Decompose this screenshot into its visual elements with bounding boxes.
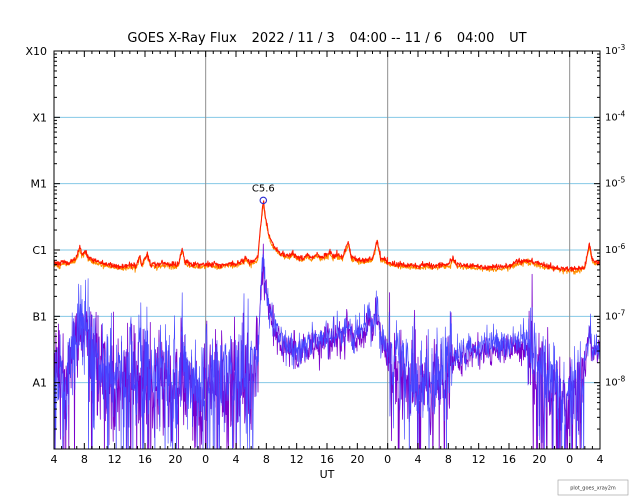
y-right-tick-label: 10-6 [605,242,625,256]
x-tick-label: 8 [445,453,452,466]
x-tick-label: 16 [502,453,516,466]
x-tick-label: 4 [415,453,422,466]
y-left-tick-label: X10 [25,45,47,58]
y-right-tick-label: 10-4 [605,109,625,123]
series-trace-long-xray-1-8-angstrom [54,200,600,272]
y-left-tick-label: C1 [32,244,47,257]
x-axis-label: UT [320,468,335,481]
flare-annotation-label: C5.6 [252,183,275,194]
series-trace-long-xray-1-8-angstrom [54,203,600,275]
y-right-tick-label: 10-8 [605,375,625,389]
y-left-tick-label: A1 [32,377,47,390]
flare-marker-icon [259,196,268,205]
series-layer [54,200,600,449]
y-left-tick-label: M1 [31,178,48,191]
chart-title: GOES X-Ray Flux 2022 / 11 / 3 04:00 -- 1… [127,31,526,46]
x-tick-label: 12 [472,453,486,466]
series-trace-short-xray-0.5-4-angstrom [54,243,600,449]
x-tick-label: 8 [263,453,270,466]
x-tick-label: 0 [384,453,391,466]
x-tick-label: 0 [202,453,209,466]
x-tick-label: 16 [320,453,334,466]
y-right-tick-label: 10-5 [605,176,625,190]
watermark-box [557,479,629,496]
y-left-tick-label: B1 [32,310,47,323]
x-tick-label: 12 [290,453,304,466]
x-tick-label: 8 [81,453,88,466]
y-right-tick-label: 10-3 [605,43,625,57]
y-left-tick-label: X1 [32,111,47,124]
series-trace-short-xray-0.5-4-angstrom [54,253,600,449]
y-right-tick-label: 10-7 [605,308,625,322]
x-tick-label: 4 [51,453,58,466]
watermark-text: plot_goes_xray2m [570,486,616,492]
x-tick-label: 16 [138,453,152,466]
x-tick-label: 4 [597,453,604,466]
x-tick-label: 0 [566,453,573,466]
x-tick-label: 4 [233,453,240,466]
x-tick-label: 12 [108,453,122,466]
plot-watermark: plot_goes_xray2m [557,479,629,496]
x-tick-label: 20 [350,453,364,466]
plot-frame [53,50,601,450]
x-tick-label: 20 [168,453,182,466]
x-tick-label: 20 [532,453,546,466]
